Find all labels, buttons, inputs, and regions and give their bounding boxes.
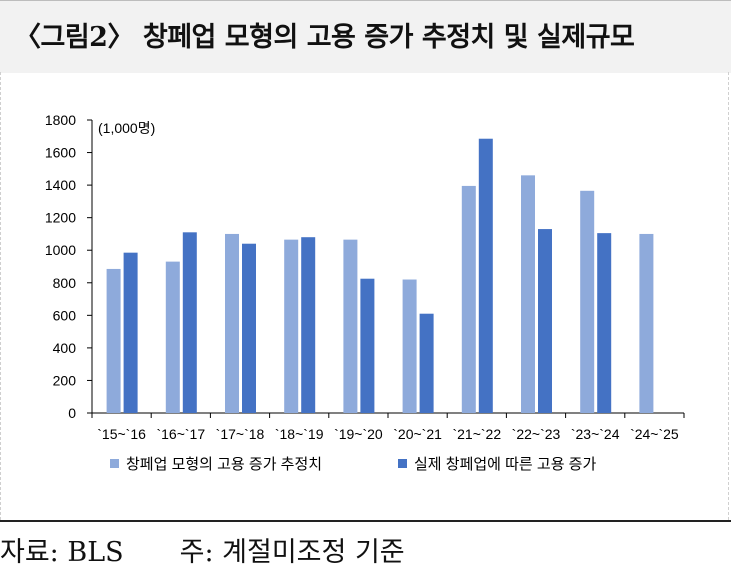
legend-label: 실제 창페업에 따른 고용 증가 [414, 456, 596, 473]
y-tick-label: 1200 [45, 210, 76, 226]
bar-actual [360, 278, 375, 413]
y-tick-label: 600 [53, 307, 77, 323]
chart-bars [106, 138, 654, 413]
bar-estimate [639, 233, 654, 413]
x-tick-label: `15~`16 [97, 426, 146, 442]
bar-estimate [580, 190, 595, 413]
x-tick-label: `20~`21 [393, 426, 442, 442]
x-tick-label: `24~`25 [630, 426, 679, 442]
footer: 자료: BLS 주: 계절미조정 기준 [0, 530, 405, 569]
bar-estimate [225, 233, 239, 413]
bar-estimate [284, 239, 299, 413]
bar-actual [182, 232, 197, 413]
y-tick-label: 400 [53, 340, 77, 356]
bar-estimate [521, 175, 535, 413]
y-tick-label: 1400 [45, 177, 76, 193]
bar-actual [301, 237, 316, 413]
title-bar: 〈그림2〉 창페업 모형의 고용 증가 추정치 및 실제규모 [0, 0, 731, 73]
chart-title: 〈그림2〉 창페업 모형의 고용 증가 추정치 및 실제규모 [14, 22, 635, 53]
y-tick-label: 1800 [45, 112, 76, 128]
bar-actual [597, 233, 612, 413]
legend-swatch [398, 459, 407, 468]
chart-legend: 창페업 모형의 고용 증가 추정치 실제 창페업에 따른 고용 증가 [110, 456, 596, 473]
bottom-rule [0, 520, 731, 522]
x-tick-label: `16~`17 [156, 426, 205, 442]
bar-estimate [402, 279, 417, 413]
x-tick-label: `22~`23 [512, 426, 561, 442]
x-tick-label: `21~`22 [452, 426, 501, 442]
y-tick-label: 1600 [45, 145, 76, 161]
y-tick-label: 200 [53, 372, 77, 388]
bar-chart: 0 200 400 600 800 1000 1200 1400 1600 1800 (1,000명… [45, 112, 685, 473]
chart-frame [0, 72, 729, 520]
y-tick-label: 0 [68, 405, 76, 421]
bar-actual [123, 252, 138, 413]
footnote: 주: 계절미조정 기준 [179, 537, 405, 568]
legend-swatch [110, 459, 119, 468]
y-tick-label: 800 [53, 275, 77, 291]
bar-actual [242, 243, 256, 413]
x-tick-label: `23~`24 [571, 426, 620, 442]
bar-estimate [106, 268, 121, 413]
x-tick-label: `19~`20 [334, 426, 383, 442]
source-note: 자료: BLS [0, 537, 124, 568]
x-tick-label: `18~`19 [275, 426, 324, 442]
legend-label: 창페업 모형의 고용 증가 추정치 [126, 456, 322, 473]
bar-actual [478, 138, 493, 413]
y-unit-label: (1,000명) [98, 120, 155, 136]
bar-actual [419, 313, 434, 413]
bar-estimate [343, 239, 358, 413]
x-tick-label: `17~`18 [216, 426, 265, 442]
bar-estimate [165, 261, 180, 413]
bar-estimate [461, 185, 476, 413]
y-tick-label: 1000 [45, 242, 76, 258]
bar-actual [538, 229, 552, 413]
